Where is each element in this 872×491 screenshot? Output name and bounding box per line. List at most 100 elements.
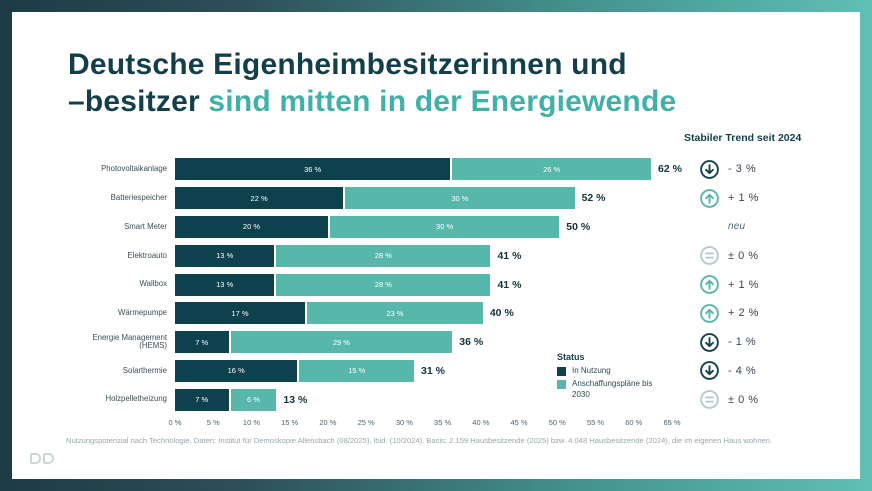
- trend-value: - 4 %: [728, 364, 757, 377]
- bar-track: 36 % 26 % 62 %: [175, 158, 682, 181]
- trend-row: - 4 %: [700, 357, 759, 386]
- bar-segment-in-nutzung: 16 %: [175, 359, 298, 382]
- page-title: Deutsche Eigenheimbesitzerinnen und –bes…: [68, 46, 676, 120]
- x-tick-label: 45 %: [510, 418, 528, 428]
- bar-segment-anschaffungsplaene: 30 %: [345, 187, 575, 210]
- x-tick-label: 40 %: [472, 418, 490, 428]
- bar-track: 16 % 15 % 31 %: [175, 359, 445, 382]
- bar-total-label: 52 %: [581, 192, 606, 205]
- bar-segment-in-nutzung: 17 %: [175, 302, 305, 325]
- trend-row: + 2 %: [700, 299, 759, 328]
- trend-down-icon: [700, 160, 719, 179]
- x-tick-label: 60 %: [625, 418, 643, 428]
- category-label: Energie Management (HEMS): [92, 332, 167, 351]
- bar-row: Smart Meter 20 % 30 % 50 %: [68, 213, 708, 242]
- segment-value-label: 15 %: [348, 366, 366, 376]
- trend-value: + 2 %: [728, 307, 759, 320]
- segment-value-label: 26 %: [543, 164, 561, 174]
- trend-equal-icon: [700, 246, 719, 266]
- x-tick-label: 0 %: [168, 418, 182, 428]
- trend-column-header: Stabiler Trend seit 2024: [684, 132, 802, 144]
- segment-value-label: 13 %: [216, 251, 234, 261]
- trend-value: + 1 %: [728, 278, 759, 291]
- trend-row: neu: [700, 213, 759, 242]
- trend-up-icon: [700, 188, 719, 208]
- bar-segment-anschaffungsplaene: 23 %: [306, 302, 483, 325]
- bar-segment-anschaffungsplaene: 26 %: [452, 158, 652, 181]
- bar-total-label: 50 %: [566, 220, 591, 233]
- segment-value-label: 30 %: [451, 193, 469, 203]
- legend-swatch-anschaffungsplaene-icon: [557, 380, 566, 390]
- title-line2-teal: sind mitten in der Energiewende: [208, 85, 677, 118]
- bar-total-label: 13 %: [283, 393, 308, 406]
- bar-total-label: 62 %: [658, 163, 682, 176]
- trend-value: ± 0 %: [728, 249, 759, 262]
- bar-total-label: 41 %: [497, 278, 522, 291]
- legend-item-anschaffungsplaene: Anschaffungspläne bis 2030: [557, 379, 658, 400]
- bar-rows: Photovoltaikanlage 36 % 26 % 62 % Batteriesp…: [68, 155, 708, 414]
- legend-title: Status: [557, 352, 585, 362]
- bar-segment-anschaffungsplaene: 28 %: [276, 244, 491, 267]
- bar-segment-in-nutzung: 36 %: [175, 158, 451, 181]
- bar-total-label: 40 %: [489, 307, 514, 320]
- trend-value: - 3 %: [728, 163, 757, 176]
- bar-segment-in-nutzung: 7 %: [175, 331, 229, 354]
- segment-value-label: 29 %: [332, 337, 350, 347]
- trend-row: + 1 %: [700, 184, 759, 213]
- segment-value-label: 6 %: [246, 395, 260, 405]
- bar-track: 7 % 29 % 36 %: [175, 331, 483, 354]
- trend-row: + 1 %: [700, 270, 759, 299]
- x-tick-label: 35 %: [434, 418, 452, 428]
- bar-segment-in-nutzung: 20 %: [175, 215, 328, 238]
- bar-row: Batteriespeicher 22 % 30 % 52 %: [68, 184, 708, 213]
- bar-segment-anschaffungsplaene: 6 %: [230, 388, 277, 411]
- segment-value-label: 16 %: [227, 366, 245, 376]
- category-label: Wallbox: [139, 279, 167, 289]
- bar-row: Wärmepumpe 17 % 23 % 40 %: [68, 299, 708, 328]
- x-tick-label: 50 %: [548, 418, 566, 428]
- legend: Status In Nutzung Anschaffungspläne bis …: [557, 352, 658, 403]
- bar-row: Photovoltaikanlage 36 % 26 % 62 %: [68, 155, 708, 184]
- segment-value-label: 30 %: [436, 222, 454, 232]
- brand-logo-icon: [30, 453, 56, 464]
- segment-value-label: 7 %: [195, 337, 209, 347]
- segment-value-label: 23 %: [386, 308, 404, 318]
- category-label: Elektroauto: [127, 250, 167, 260]
- trend-value: ± 0 %: [728, 393, 759, 406]
- x-tick-label: 15 %: [281, 418, 299, 428]
- trend-column: - 3 % + 1 % neu ± 0 % + 1 % + 2 % - 1 % - 4 % ± …: [700, 155, 759, 414]
- brand-logo-right-icon: [43, 453, 54, 464]
- segment-value-label: 7 %: [195, 395, 209, 405]
- legend-label-in-nutzung: In Nutzung: [572, 366, 611, 375]
- trend-value: - 1 %: [728, 336, 757, 349]
- bar-segment-in-nutzung: 13 %: [175, 244, 275, 267]
- segment-value-label: 22 %: [250, 193, 268, 203]
- bar-segment-anschaffungsplaene: 28 %: [276, 273, 491, 296]
- legend-item-in-nutzung: In Nutzung: [557, 366, 658, 376]
- bar-track: 17 % 23 % 40 %: [175, 302, 514, 325]
- x-tick-label: 5 %: [206, 418, 220, 428]
- segment-value-label: 28 %: [374, 251, 392, 261]
- slide-card: Deutsche Eigenheimbesitzerinnen und –bes…: [12, 12, 860, 479]
- segment-value-label: 20 %: [242, 222, 261, 232]
- trend-row: - 3 %: [700, 155, 759, 184]
- bar-total-label: 41 %: [497, 249, 522, 262]
- bar-track: 13 % 28 % 41 %: [175, 273, 522, 296]
- trend-up-icon: [700, 304, 719, 323]
- segment-value-label: 17 %: [231, 308, 249, 318]
- brand-logo-left-icon: [30, 453, 41, 464]
- bar-segment-anschaffungsplaene: 15 %: [299, 359, 415, 382]
- bar-row: Elektroauto 13 % 28 % 41 %: [68, 241, 708, 270]
- source-note: Nutzungspotenzial nach Technologie. Date…: [66, 436, 773, 445]
- trend-no-icon: [700, 217, 719, 236]
- trend-row: ± 0 %: [700, 241, 759, 270]
- trend-equal-icon: [700, 390, 719, 410]
- stacked-bar-chart: Photovoltaikanlage 36 % 26 % 62 % Batteriesp…: [68, 155, 708, 432]
- bar-track: 20 % 30 % 50 %: [175, 215, 591, 238]
- trend-value: neu: [728, 221, 746, 233]
- x-tick-label: 55 %: [586, 418, 605, 428]
- bar-row: Solarthermie 16 % 15 % 31 %: [68, 357, 708, 386]
- trend-down-icon: [700, 361, 719, 381]
- x-axis: 0 % 5 % 10 % 15 % 20 % 25 % 30 % 35 % 40 % 45 % 50…: [169, 418, 708, 432]
- x-tick-label: 30 %: [395, 418, 413, 428]
